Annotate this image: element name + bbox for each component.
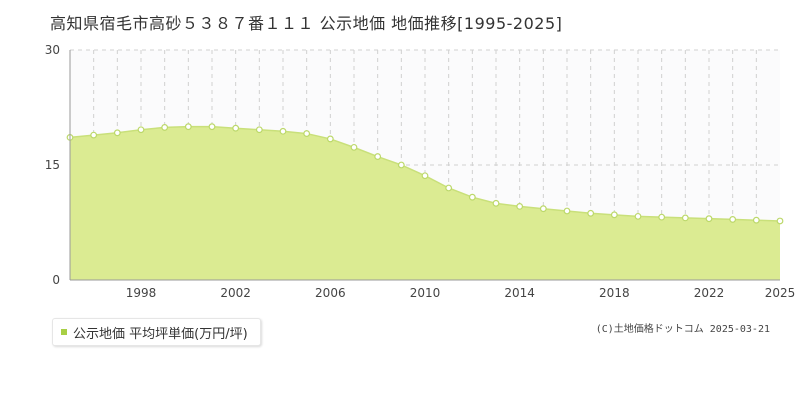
data-point	[776, 217, 784, 225]
legend: 公示地価 平均坪単価(万円/坪)	[52, 318, 261, 346]
data-point	[232, 124, 240, 132]
data-point	[208, 123, 216, 131]
data-point	[161, 124, 169, 131]
legend-label: 公示地価 平均坪単価(万円/坪)	[73, 326, 248, 342]
data-point	[729, 216, 737, 223]
x-tick-label: 2002	[220, 286, 251, 300]
data-point	[610, 211, 618, 219]
data-point	[279, 127, 287, 135]
data-point	[350, 143, 358, 151]
data-point	[516, 202, 524, 210]
data-point	[468, 193, 476, 201]
data-point	[137, 126, 145, 134]
data-point	[587, 209, 595, 217]
series-area	[70, 126, 780, 281]
data-point	[705, 215, 713, 223]
data-point	[374, 153, 382, 160]
data-point	[421, 172, 429, 180]
data-point	[255, 126, 263, 134]
data-point	[492, 199, 500, 207]
chart-title: 高知県宿毛市高砂５３８７番１１１ 公示地価 地価推移[1995-2025]	[50, 14, 563, 33]
x-tick-label: 2025	[765, 286, 796, 300]
data-point	[752, 216, 760, 224]
x-tick-label: 2018	[599, 286, 630, 300]
x-tick-label: 1998	[126, 286, 157, 300]
data-point	[681, 214, 689, 222]
data-point	[303, 130, 311, 137]
chart-area: 0 15 30 1998 2002 2006 2010 2014 2018 2022 2025	[45, 43, 796, 300]
x-tick-label: 2006	[315, 286, 346, 300]
x-tick-label: 2014	[504, 286, 535, 300]
data-point	[90, 131, 98, 139]
data-point	[397, 161, 405, 169]
legend-swatch	[61, 329, 67, 335]
data-point	[445, 184, 453, 192]
x-tick-label: 2022	[694, 286, 725, 300]
data-point	[539, 205, 547, 213]
y-tick-label: 30	[45, 43, 60, 57]
copyright-text: (C)土地価格ドットコム 2025-03-21	[595, 324, 770, 335]
y-tick-label: 15	[45, 158, 60, 172]
data-point	[326, 135, 334, 143]
x-tick-label: 2010	[410, 286, 441, 300]
data-point	[563, 207, 571, 215]
area-chart: 0 15 30 1998 2002 2006 2010 2014 2018 2022 2025	[45, 43, 796, 300]
y-tick-label: 0	[52, 273, 60, 287]
data-point	[658, 213, 666, 221]
data-point	[184, 123, 192, 131]
data-point	[634, 212, 642, 220]
data-point	[113, 129, 121, 137]
